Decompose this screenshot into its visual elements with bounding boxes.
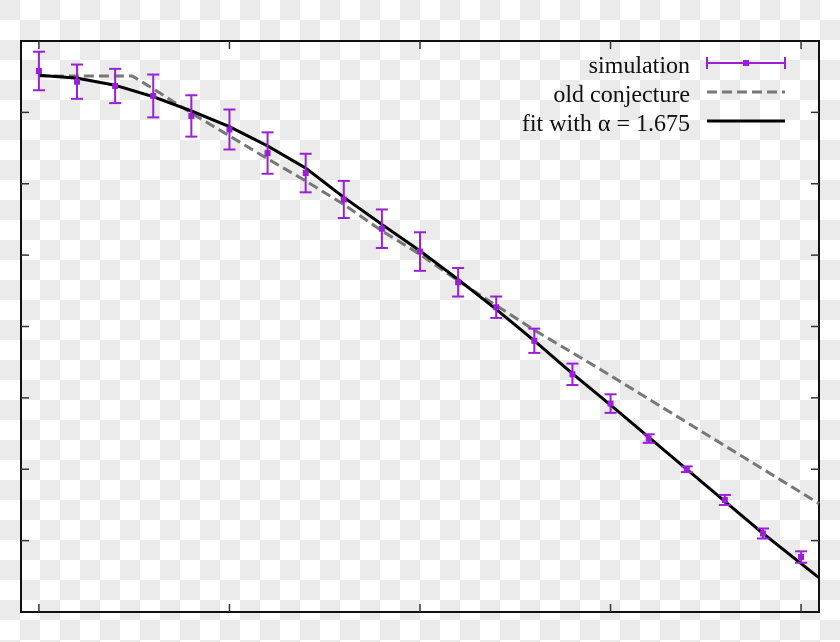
data-point (528, 327, 541, 354)
data-point (261, 131, 274, 175)
data-point (490, 295, 503, 319)
data-point (71, 63, 84, 100)
legend-label-simulation: simulation (589, 53, 690, 79)
legend: simulation old conjecture fit with α = 1… (522, 53, 786, 137)
data-point (604, 393, 617, 414)
legend-label-old-conjecture: old conjecture (553, 82, 690, 108)
data-point (109, 67, 122, 105)
legend-label-fit: fit with α = 1.675 (522, 111, 690, 137)
series-simulation-points (32, 50, 808, 564)
data-point (642, 433, 655, 444)
data-point (185, 94, 198, 138)
data-point (223, 108, 236, 151)
data-point (299, 152, 312, 194)
data-point (452, 266, 465, 298)
series-old-conjecture-line (38, 74, 820, 505)
data-point (680, 465, 693, 474)
series-fit-line (38, 73, 820, 579)
data-point (414, 231, 426, 272)
data-point (718, 493, 731, 506)
plot-frame (20, 40, 820, 613)
data-point (375, 208, 388, 249)
data-point (32, 50, 45, 92)
data-point (756, 527, 769, 540)
data-point (337, 179, 350, 220)
axis-ticks (21, 41, 819, 612)
legend-sample-simulation (706, 57, 786, 69)
data-point (147, 73, 160, 119)
data-point (795, 550, 808, 564)
data-point (566, 362, 579, 387)
